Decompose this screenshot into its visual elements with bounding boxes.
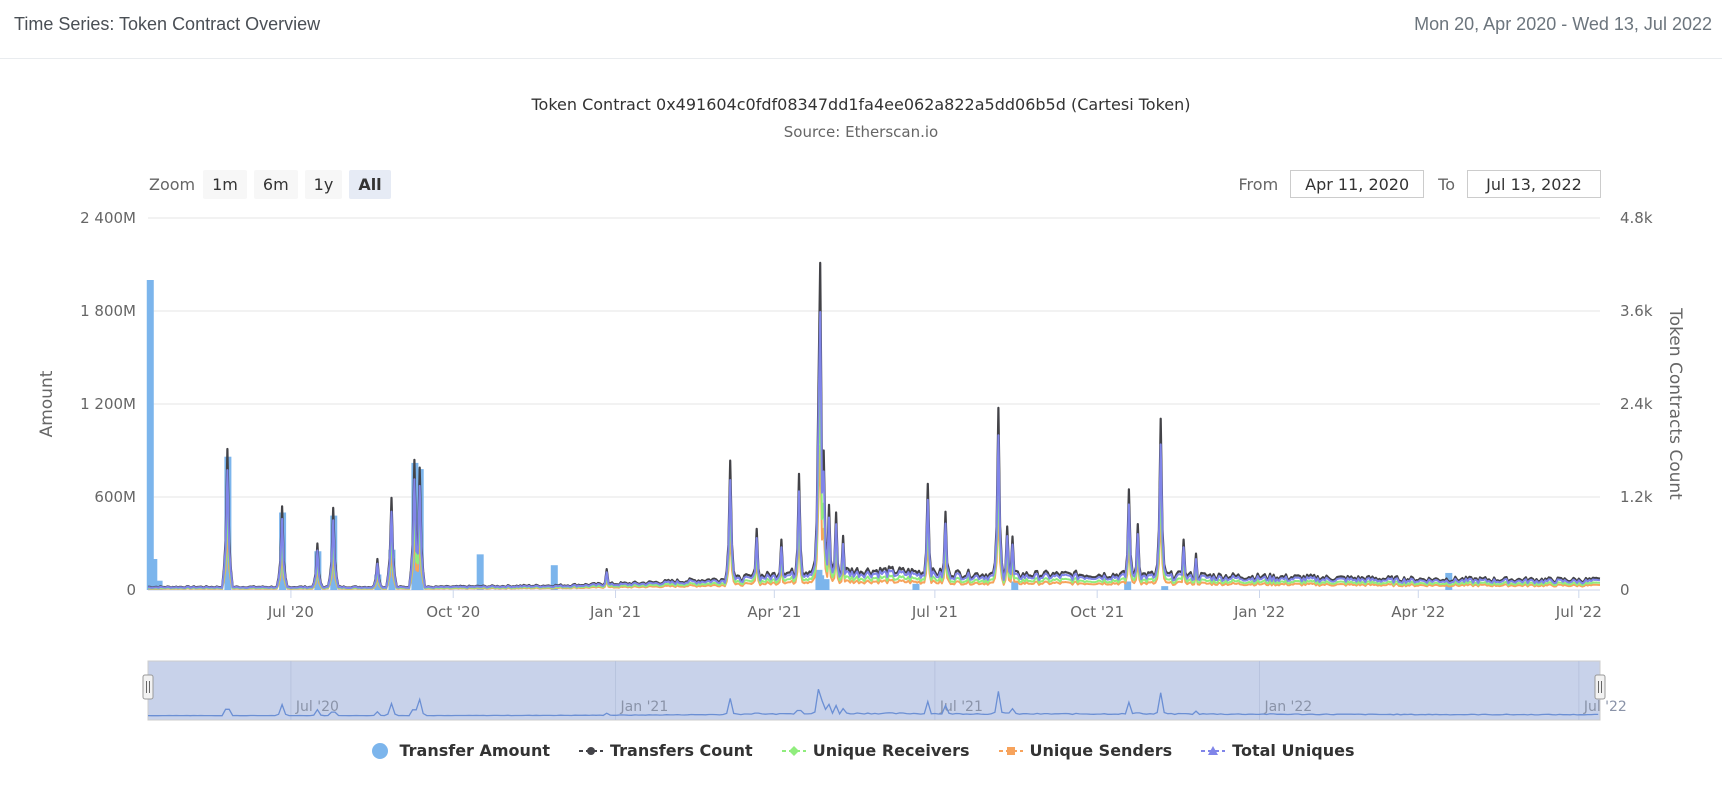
handle-grip: [142, 674, 154, 700]
legend-label: Unique Senders: [1029, 741, 1173, 760]
transfer-amount-bar: [822, 579, 830, 590]
navigator-tick-label: Jul '21: [939, 699, 983, 715]
navigator[interactable]: Jul '20 Jan '21 Jul '21 Jan '22 Jul '22: [142, 660, 1627, 721]
navigator-selected-range: [147, 660, 1601, 721]
legend-label: Transfer Amount: [399, 741, 550, 760]
unique-receivers-line: [147, 386, 1601, 590]
transfer-amount-bar: [155, 580, 163, 590]
page-date-range: Mon 20, Apr 2020 - Wed 13, Jul 2022: [1414, 14, 1712, 34]
y-left-tick-label: 600M: [94, 488, 136, 506]
zoom-6m-button[interactable]: 6m: [253, 169, 298, 199]
transfer-amount-bar: [912, 583, 920, 590]
x-tick-label: Oct '21: [1070, 603, 1124, 621]
unique-senders-line: [148, 445, 1601, 590]
to-date-input[interactable]: Jul 13, 2022: [1467, 170, 1601, 198]
navigator-tick-label: Jul '20: [295, 699, 339, 715]
chart-legend: Transfer Amount Transfers Count Unique R…: [0, 741, 1722, 760]
transfer-amount-bar: [817, 575, 825, 590]
y-right-tick-label: 3.6k: [1620, 302, 1653, 320]
x-tick-label: Apr '21: [747, 603, 801, 621]
y-right-tick-label: 4.8k: [1620, 209, 1653, 227]
chart-title: Token Contract 0x491604c0fdf08347dd1fa4e…: [531, 95, 1191, 114]
transfer-amount-bar: [1124, 581, 1132, 590]
navigator-left-handle[interactable]: [142, 674, 154, 700]
y-right-tick-label: 2.4k: [1620, 395, 1653, 413]
legend-circle-icon: [372, 742, 389, 759]
x-tick-label: Oct '20: [426, 603, 480, 621]
legend-label: Total Uniques: [1232, 741, 1355, 760]
legend-line-diamond-icon: [781, 745, 806, 756]
legend-line-circle-icon: [578, 746, 603, 755]
page-header: Time Series: Token Contract Overview Mon…: [0, 0, 1722, 59]
y-right-axis-title: Token Contracts Count: [1665, 307, 1685, 500]
navigator-tick-label: Jan '22: [1263, 699, 1312, 715]
navigator-series-line: [147, 689, 1599, 717]
legend-item-total-uniques[interactable]: Total Uniques: [1200, 741, 1355, 760]
legend-line-square-icon: [998, 746, 1023, 755]
x-tick-label: Jan '22: [1233, 603, 1285, 621]
navigator-tick-label: Jul '22: [1583, 699, 1627, 715]
navigator-tick-label: Jan '21: [620, 699, 669, 715]
navigator-right-handle[interactable]: [1594, 674, 1606, 700]
plot-area[interactable]: [146, 261, 1601, 590]
x-tick-label: Jul '21: [911, 603, 958, 621]
chart-subtitle: Source: Etherscan.io: [783, 123, 939, 141]
x-tick-label: Jan '21: [589, 603, 641, 621]
y-left-axis-title: Amount: [37, 370, 57, 437]
y-right-tick-label: 1.2k: [1620, 488, 1653, 506]
transfer-amount-bar: [1011, 581, 1019, 590]
zoom-label: Zoom: [149, 174, 196, 194]
x-tick-label: Apr '22: [1391, 603, 1445, 621]
transfer-amount-bar: [146, 280, 154, 590]
date-range-selector: From Apr 11, 2020 To Jul 13, 2022: [1239, 168, 1601, 200]
from-label: From: [1238, 174, 1279, 194]
zoom-1m-button[interactable]: 1m: [203, 169, 247, 199]
legend-line-triangle-icon: [1201, 745, 1226, 755]
legend-item-transfer-amount[interactable]: Transfer Amount: [367, 741, 550, 760]
transfer-amount-bar: [1161, 586, 1169, 590]
transfer-amount-bar: [150, 559, 158, 590]
y-left-tick-label: 0: [126, 581, 136, 599]
transfers-count-line: [147, 261, 1601, 589]
y-left-tick-label: 2 400M: [80, 209, 136, 227]
transfer-amount-bar: [476, 554, 484, 590]
zoom-all-button[interactable]: All: [349, 169, 391, 199]
y-left-tick-label: 1 200M: [80, 395, 136, 413]
legend-label: Unique Receivers: [812, 741, 970, 760]
legend-item-unique-receivers[interactable]: Unique Receivers: [781, 741, 970, 760]
to-label: To: [1438, 174, 1455, 194]
grid-lines: [148, 217, 1600, 591]
zoom-selector: Zoom 1m 6m 1y All: [149, 168, 398, 200]
legend-label: Transfers Count: [609, 741, 753, 760]
legend-item-transfers-count[interactable]: Transfers Count: [578, 741, 753, 760]
y-right-tick-label: 0: [1620, 581, 1630, 599]
x-tick-label: Jul '20: [267, 603, 314, 621]
total-uniques-line: [147, 311, 1601, 589]
x-tick-label: Jul '22: [1555, 603, 1602, 621]
chart-canvas: 0 600M 1 200M 1 800M 2 400M 0 1.2k 2.4k 3.6k 4.8k…: [37, 209, 1685, 721]
y-left-tick-label: 1 800M: [80, 302, 136, 320]
legend-item-unique-senders[interactable]: Unique Senders: [998, 741, 1173, 760]
from-date-input[interactable]: Apr 11, 2020: [1290, 170, 1425, 198]
axes: 0 600M 1 200M 1 800M 2 400M 0 1.2k 2.4k 3.6k 4.8k…: [37, 209, 1685, 621]
transfer-amount-bar: [550, 565, 558, 590]
page-title: Time Series: Token Contract Overview: [14, 14, 321, 34]
handle-grip: [1594, 674, 1606, 700]
zoom-1y-button[interactable]: 1y: [304, 169, 343, 199]
